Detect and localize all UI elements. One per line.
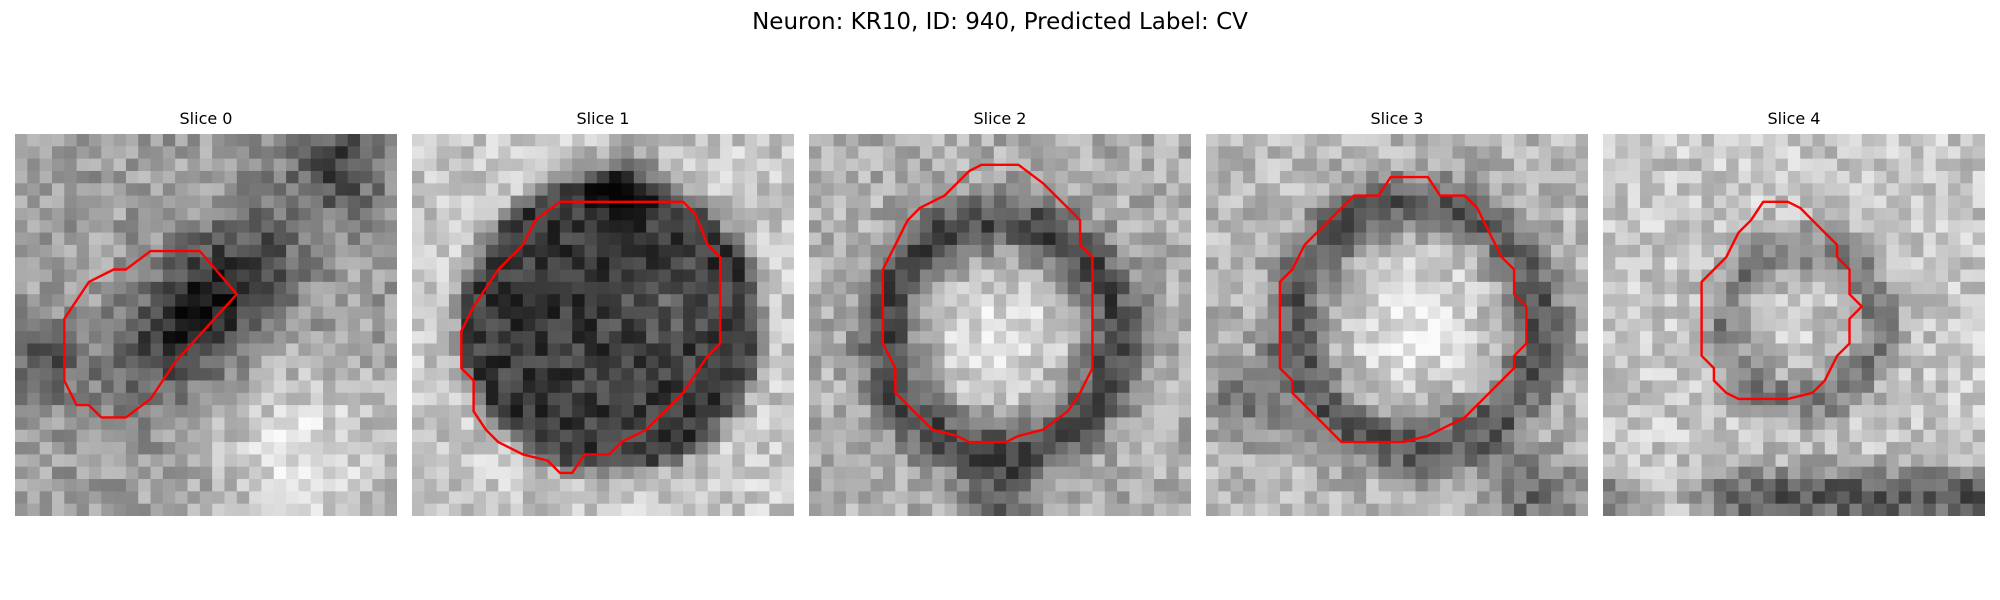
slice-panel-0: Slice 0 (15, 108, 397, 130)
figure-title: Neuron: KR10, ID: 940, Predicted Label: … (0, 7, 2000, 37)
slice-panel-3: Slice 3 (1206, 108, 1588, 130)
slice-title: Slice 0 (15, 108, 397, 130)
slice-image (412, 134, 794, 516)
slice-title: Slice 3 (1206, 108, 1588, 130)
slice-panel-1: Slice 1 (412, 108, 794, 130)
slice-panel-2: Slice 2 (809, 108, 1191, 130)
slice-title: Slice 4 (1603, 108, 1985, 130)
slice-title: Slice 2 (809, 108, 1191, 130)
slice-image (809, 134, 1191, 516)
slice-image (1603, 134, 1985, 516)
slice-title: Slice 1 (412, 108, 794, 130)
slice-image (1206, 134, 1588, 516)
slice-panel-4: Slice 4 (1603, 108, 1985, 130)
slice-image (15, 134, 397, 516)
